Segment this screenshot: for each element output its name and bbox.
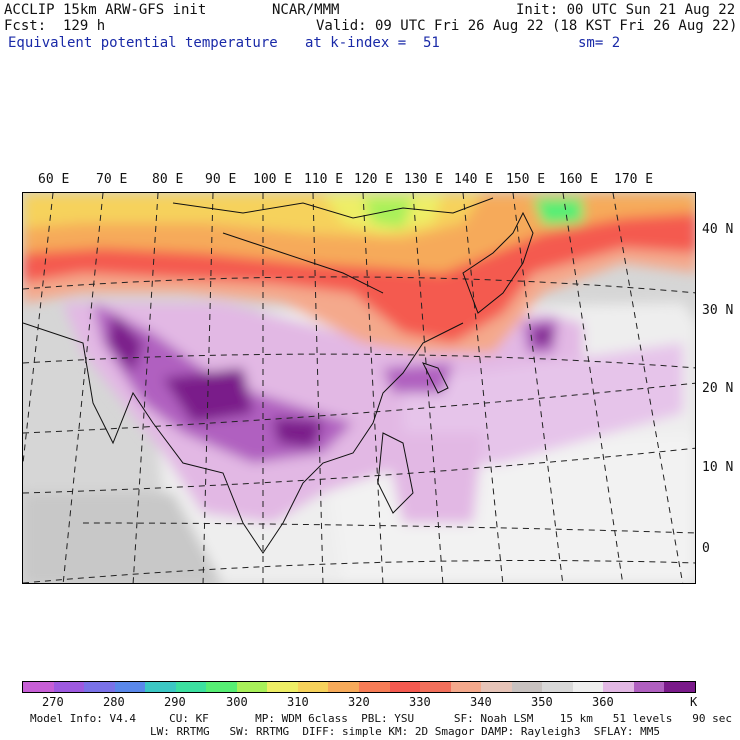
colorbar-swatch xyxy=(511,682,543,692)
colorbar-tick: 340 xyxy=(470,695,492,709)
lon-label: 170 E xyxy=(614,172,654,187)
colorbar-swatch xyxy=(267,682,298,692)
lon-label: 90 E xyxy=(205,172,237,187)
model-title: ACCLIP 15km ARW-GFS init xyxy=(4,2,207,18)
colorbar-swatch xyxy=(114,682,146,692)
lon-label: 140 E xyxy=(454,172,494,187)
lat-label: 10 N xyxy=(702,460,734,475)
philippines-outline xyxy=(377,432,414,514)
colorbar-tick: 300 xyxy=(226,695,248,709)
colorbar-unit: K xyxy=(690,695,698,709)
colorbar-swatch xyxy=(53,682,85,692)
init-time: Init: 00 UTC Sun 21 Aug 22 xyxy=(516,2,736,18)
colorbar-swatch xyxy=(84,682,115,692)
colorbar-tick: 290 xyxy=(164,695,186,709)
lon-label: 100 E xyxy=(253,172,293,187)
colorbar-swatch xyxy=(389,682,421,692)
lon-label: 160 E xyxy=(559,172,599,187)
lon-label: 60 E xyxy=(38,172,70,187)
colorbar-swatch xyxy=(420,682,451,692)
lon-label: 130 E xyxy=(404,172,444,187)
colorbar-swatch xyxy=(633,682,665,692)
colorbar-tick: 310 xyxy=(287,695,309,709)
theta-e-map xyxy=(22,192,696,584)
colorbar-tick: 360 xyxy=(592,695,614,709)
japan-outline xyxy=(462,211,534,314)
colorbar-swatch xyxy=(206,682,237,692)
lat-label: 30 N xyxy=(702,303,734,318)
map-canvas xyxy=(23,193,695,583)
colorbar-swatch xyxy=(603,682,634,692)
lon-label: 70 E xyxy=(96,172,128,187)
colorbar-swatch xyxy=(572,682,604,692)
colorbar-swatch xyxy=(328,682,360,692)
lat-label: 20 N xyxy=(702,381,734,396)
colorbar-swatch xyxy=(450,682,482,692)
colorbar-tick: 270 xyxy=(42,695,64,709)
colorbar-swatch xyxy=(23,682,54,692)
lon-label: 110 E xyxy=(304,172,344,187)
level-label: at k-index = 51 xyxy=(305,35,440,51)
colorbar-swatch xyxy=(297,682,329,692)
model-info-line2: LW: RRTMG SW: RRTMG DIFF: simple KM: 2D … xyxy=(150,725,660,738)
colorbar-tick: 330 xyxy=(409,695,431,709)
lon-label: 150 E xyxy=(506,172,546,187)
colorbar-swatch xyxy=(481,682,512,692)
colorbar-swatch xyxy=(175,682,207,692)
lat-label: 40 N xyxy=(702,222,734,237)
taiwan-outline xyxy=(422,362,449,394)
model-info-line1: Model Info: V4.4 CU: KF MP: WDM 6class P… xyxy=(30,712,732,725)
forecast-hour: Fcst: 129 h xyxy=(4,18,106,34)
lat-label: 0 xyxy=(702,541,710,556)
theta-e-fill xyxy=(23,193,695,583)
colorbar-swatch xyxy=(236,682,268,692)
valid-time: Valid: 09 UTC Fri 26 Aug 22 (18 KST Fri … xyxy=(316,18,738,34)
coastlines xyxy=(23,197,534,554)
mainland-coast xyxy=(23,322,464,554)
colorbar-tick: 350 xyxy=(531,695,553,709)
colorbar-swatch xyxy=(664,682,696,692)
field-name: Equivalent potential temperature xyxy=(8,35,278,51)
colorbar xyxy=(22,681,696,693)
colorbar-swatch xyxy=(145,682,176,692)
smoothing-label: sm= 2 xyxy=(578,35,621,51)
organization-label: NCAR/MMM xyxy=(272,2,340,18)
lon-label: 80 E xyxy=(152,172,184,187)
colorbar-tick: 320 xyxy=(348,695,370,709)
colorbar-swatch xyxy=(542,682,573,692)
colorbar-tick: 280 xyxy=(103,695,125,709)
colorbar-swatch xyxy=(359,682,390,692)
lon-label: 120 E xyxy=(354,172,394,187)
